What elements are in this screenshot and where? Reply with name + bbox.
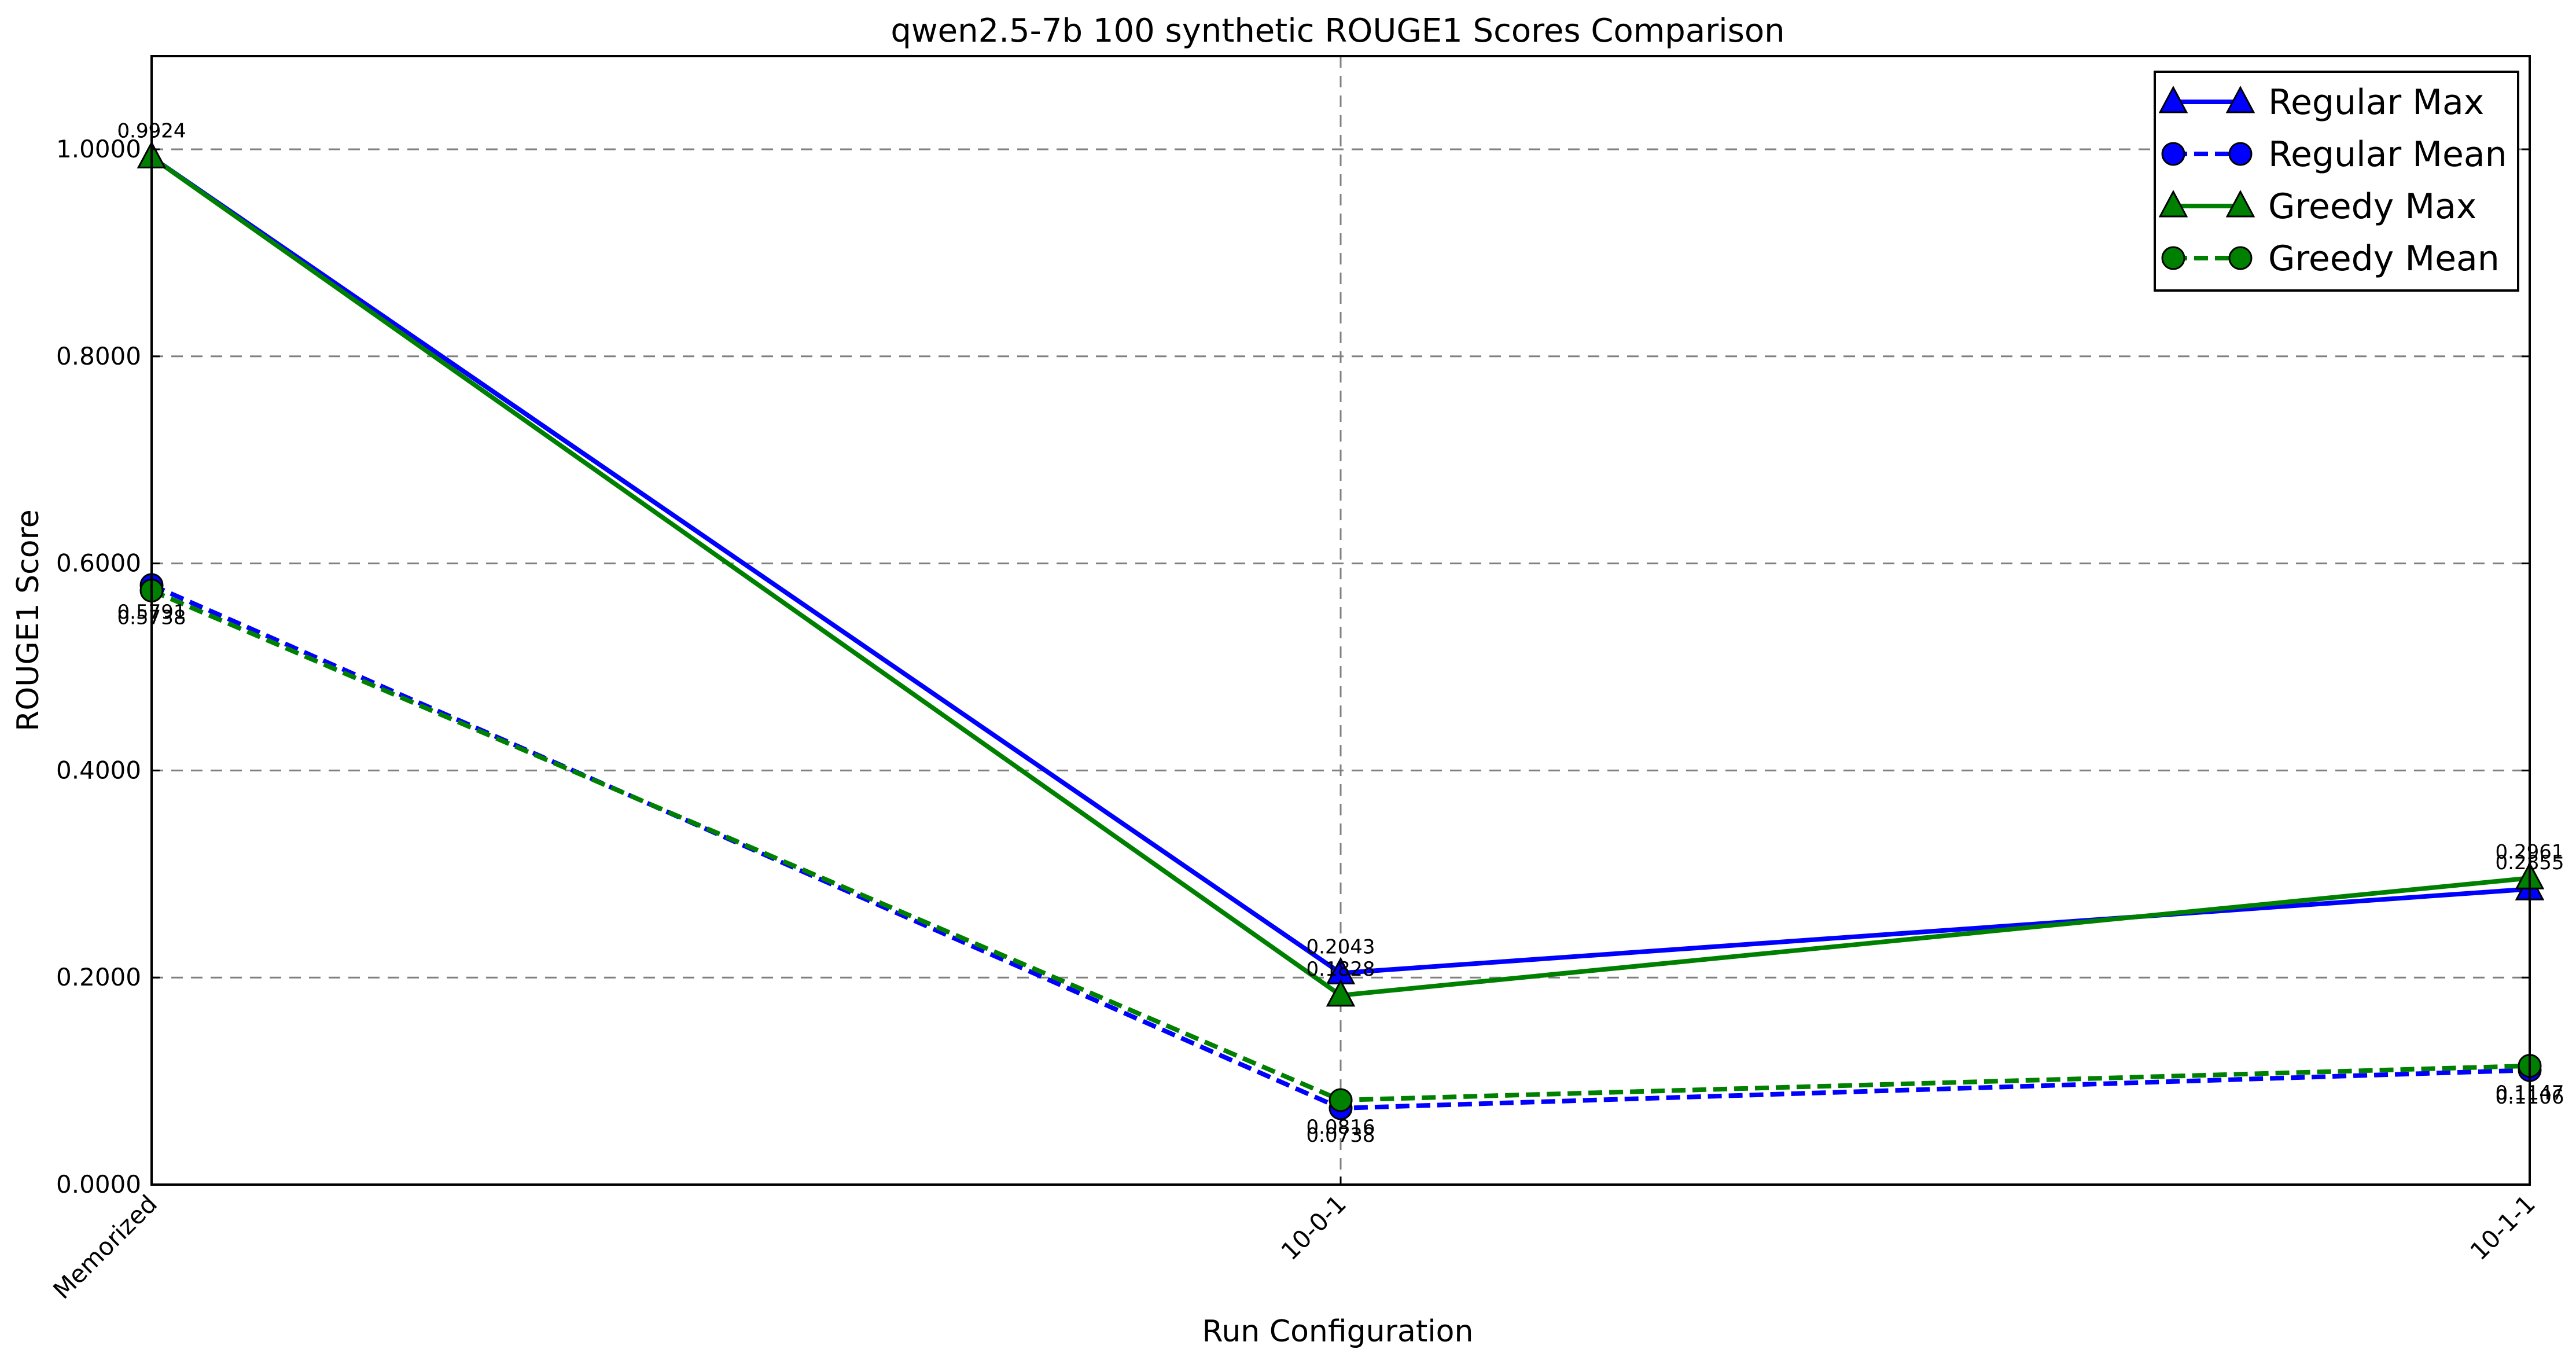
x-tick-label: 10-0-1: [1275, 1189, 1352, 1266]
data-label-regular-max: 0.9924: [117, 120, 186, 143]
legend-label-regular-max: Regular Max: [2268, 82, 2484, 123]
x-axis-label: Run Configuration: [1202, 1314, 1474, 1349]
data-label-greedy-max: 0.2961: [2496, 840, 2564, 863]
data-label-greedy-mean: 0.1147: [2496, 1082, 2564, 1105]
y-tick-label: 0.4000: [56, 756, 141, 784]
data-label-regular-max: 0.2043: [1307, 936, 1375, 959]
y-tick-label: 0.6000: [56, 549, 141, 578]
legend-box: [2154, 71, 2519, 292]
legend-label-greedy-mean: Greedy Mean: [2268, 238, 2500, 279]
x-tick-label: 10-1-1: [2464, 1189, 2541, 1266]
data-label-layer: 0.99240.20430.28550.57910.07380.11060.99…: [117, 120, 2564, 1147]
data-label-greedy-mean: 0.5738: [117, 606, 186, 629]
plot-frame: [150, 55, 2531, 1186]
y-tick-label: 0.0000: [56, 1170, 141, 1198]
legend-marker-greedy-mean: [2161, 246, 2185, 270]
data-label-regular-max: 0.2855: [2496, 851, 2564, 874]
legend: Regular Max Regular Mean Greedy Max Greedy …: [2154, 71, 2519, 292]
legend-label-regular-mean: Regular Mean: [2268, 134, 2507, 175]
legend-marker-regular-max: [2158, 86, 2188, 113]
legend-marker-regular-mean: [2161, 142, 2185, 166]
legend-marker-greedy-max: [2225, 190, 2255, 218]
y-axis-label: ROUGE1 Score: [11, 509, 46, 731]
x-tick-label: Memorized: [47, 1189, 163, 1304]
legend-marker-regular-mean: [2228, 142, 2253, 166]
data-label-greedy-max: 0.9924: [117, 120, 186, 143]
data-point-greedy-max: [1326, 979, 1356, 1007]
y-tick-label: 0.2000: [56, 963, 141, 991]
data-label-regular-mean: 0.5791: [117, 601, 186, 624]
data-label-greedy-max: 0.1828: [1307, 958, 1375, 981]
data-label-regular-mean: 0.0738: [1307, 1124, 1375, 1147]
legend-marker-greedy-mean: [2228, 246, 2253, 270]
chart-title: qwen2.5-7b 100 synthetic ROUGE1 Scores C…: [890, 12, 1784, 50]
legend-marker-regular-max: [2225, 86, 2255, 113]
y-tick-label: 0.8000: [56, 342, 141, 370]
data-label-greedy-mean: 0.0816: [1307, 1116, 1375, 1139]
data-label-regular-mean: 0.1106: [2496, 1086, 2564, 1109]
legend-marker-greedy-max: [2158, 190, 2188, 218]
legend-label-greedy-max: Greedy Max: [2268, 186, 2476, 227]
y-tick-label: 1.0000: [56, 135, 141, 163]
data-point-greedy-mean: [1329, 1088, 1353, 1112]
